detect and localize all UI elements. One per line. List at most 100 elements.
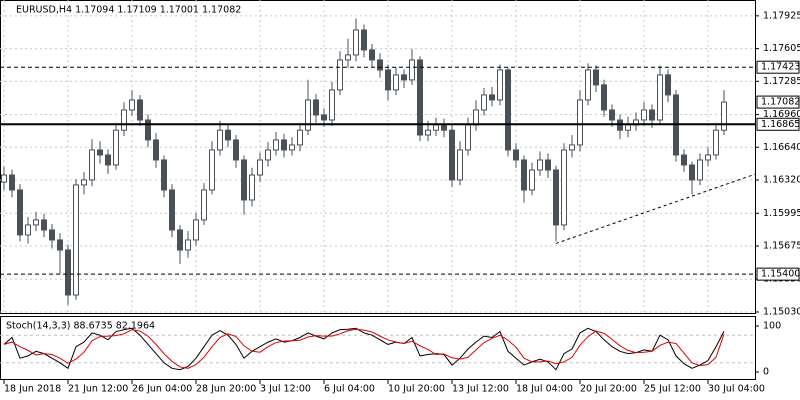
candle-body <box>545 159 551 171</box>
candle-body <box>593 69 599 86</box>
candle-body <box>185 239 191 251</box>
x-tick-label: 6 Jul 04:00 <box>324 384 375 395</box>
x-tick-label: 18 Jul 04:00 <box>516 384 573 395</box>
candle-body <box>537 159 543 171</box>
candle-body <box>625 124 631 131</box>
x-tick-label: 3 Jul 12:00 <box>260 384 311 395</box>
x-tick-label: 28 Jun 20:00 <box>196 384 256 395</box>
candle-body <box>201 189 207 221</box>
candle-body <box>521 159 527 191</box>
y-tick-label: 0 <box>763 367 769 378</box>
candle-body <box>105 154 111 166</box>
candle-body <box>505 69 511 151</box>
candle-body <box>89 149 95 181</box>
level-label-box <box>756 60 800 74</box>
candle-body <box>457 149 463 181</box>
y-tick-label: 100 <box>763 321 781 332</box>
y-tick-label: 1.15675 <box>763 241 800 252</box>
candle-body <box>705 154 711 161</box>
candle-body <box>129 99 135 111</box>
candle-body <box>281 139 287 151</box>
candle-body <box>433 124 439 131</box>
candle-body <box>169 189 175 231</box>
candle-body <box>417 59 423 136</box>
candle-body <box>73 184 79 296</box>
x-tick-label: 26 Jun 04:00 <box>132 384 192 395</box>
candle-body <box>401 74 407 81</box>
candle-body <box>257 159 263 176</box>
candle-body <box>441 124 447 131</box>
x-tick-label: 25 Jul 12:00 <box>644 384 701 395</box>
candle-body <box>529 169 535 191</box>
candle-body <box>25 224 31 236</box>
candle-body <box>377 59 383 71</box>
stoch-title: Stoch(14,3,3) 88.6735 82.1964 <box>6 321 155 332</box>
candle-body <box>649 109 655 121</box>
level-label: 1.16865 <box>761 119 800 130</box>
candle-body <box>449 129 455 181</box>
candle-body <box>553 169 559 226</box>
candle-body <box>233 139 239 161</box>
candle-body <box>81 179 87 186</box>
candle-body <box>641 109 647 121</box>
candle-body <box>585 69 591 101</box>
candle-body <box>425 129 431 136</box>
y-tick-label: 1.15030 <box>763 306 800 317</box>
trendline <box>555 173 757 244</box>
candle-body <box>369 49 375 61</box>
candle-body <box>353 29 359 56</box>
candle-body <box>49 229 55 241</box>
level-label: 1.15400 <box>761 269 800 280</box>
candle-body <box>249 174 255 201</box>
candle-body <box>41 219 47 231</box>
candle-body <box>225 129 231 141</box>
candle-body <box>465 124 471 151</box>
candle-body <box>489 94 495 101</box>
candle-body <box>113 129 119 166</box>
candle-body <box>241 159 247 201</box>
candle-body <box>121 109 127 131</box>
y-tick-label: 1.16320 <box>763 175 800 186</box>
candle-body <box>193 219 199 241</box>
candle-body <box>561 149 567 226</box>
candle-body <box>569 144 575 151</box>
level-label-box <box>756 267 800 281</box>
x-tick-label: 20 Jul 20:00 <box>580 384 637 395</box>
candle-body <box>689 164 695 181</box>
y-tick-label: 1.17925 <box>763 10 800 21</box>
candle-body <box>153 139 159 161</box>
candle-body <box>57 239 63 251</box>
x-tick-label: 10 Jul 20:00 <box>388 384 445 395</box>
candle-body <box>385 69 391 91</box>
candle-body <box>409 59 415 81</box>
chart-title: EURUSD,H4 1.17094 1.17109 1.17001 1.1708… <box>16 5 241 16</box>
candle-body <box>697 159 703 181</box>
candle-body <box>17 189 23 236</box>
stoch-line <box>3 328 725 369</box>
candle-body <box>657 74 663 121</box>
candle-body <box>337 59 343 91</box>
candle-body <box>65 249 71 296</box>
candle-body <box>345 54 351 61</box>
candle-body <box>209 149 215 191</box>
candle-body <box>1 174 7 183</box>
candle-body <box>177 229 183 251</box>
level-label-box <box>756 117 800 131</box>
candle-body <box>305 99 311 131</box>
candle-body <box>297 129 303 146</box>
candle-body <box>577 99 583 146</box>
candle-body <box>497 69 503 101</box>
candle-body <box>313 99 319 116</box>
candle-body <box>265 149 271 161</box>
last-price-label-box <box>756 95 800 109</box>
candle-body <box>321 114 327 121</box>
price-panel-frame <box>0 0 756 314</box>
candle-body <box>137 99 143 121</box>
x-tick-label: 21 Jun 12:00 <box>68 384 128 395</box>
candle-body <box>721 101 727 131</box>
candle-body <box>665 74 671 96</box>
candle-body <box>393 74 399 91</box>
x-tick-label: 30 Jul 04:00 <box>708 384 765 395</box>
candle-body <box>609 109 615 121</box>
